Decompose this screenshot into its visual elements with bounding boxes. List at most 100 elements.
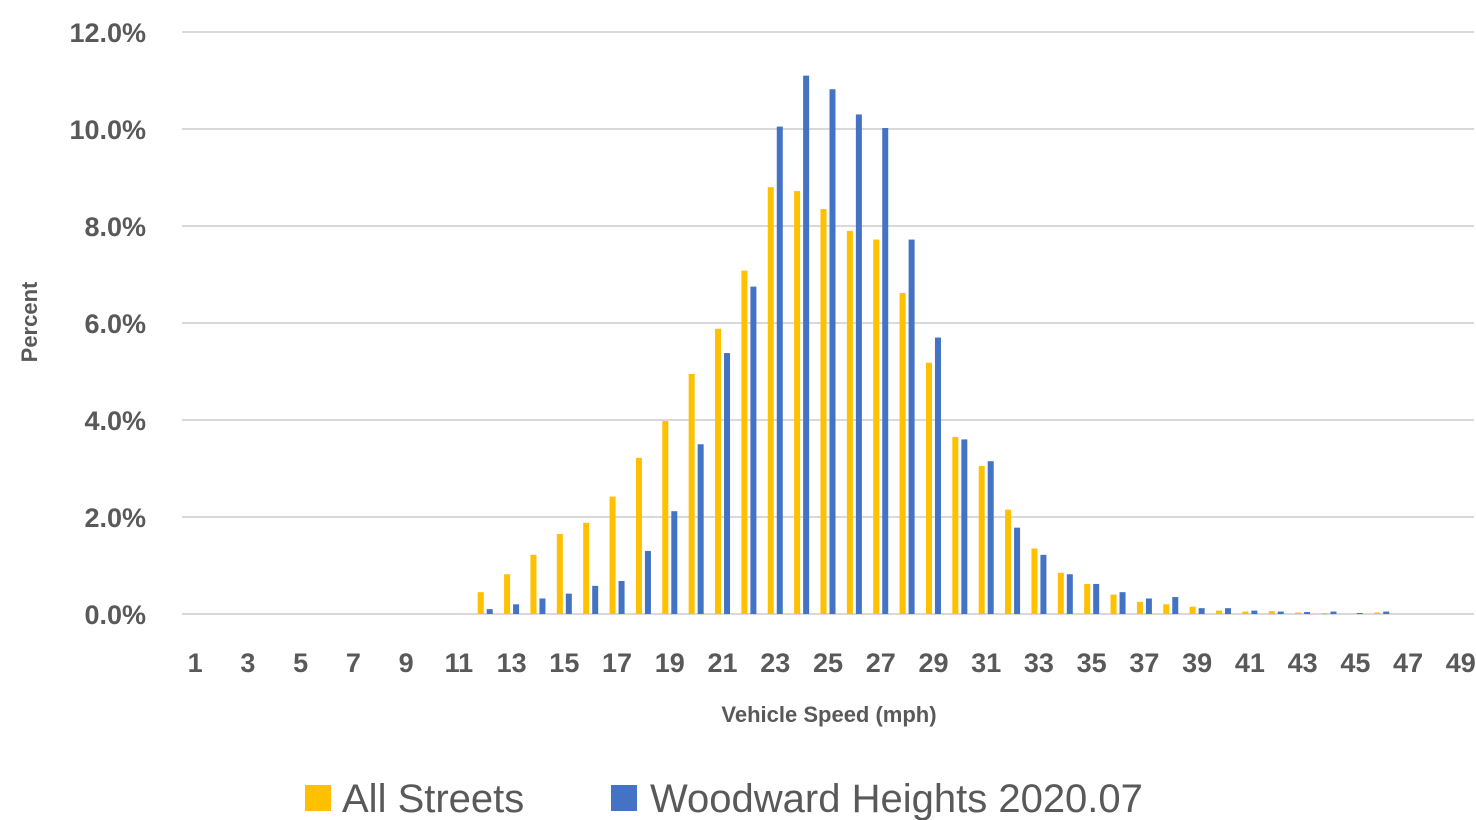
bar-all-streets: [741, 270, 748, 614]
legend-item-woodward-heights-label: Woodward Heights 2020.07: [650, 777, 1143, 820]
bar-woodward-heights: [961, 439, 968, 614]
x-tick-label: 7: [346, 648, 361, 678]
y-axis-ticks: 0.0% 2.0% 4.0% 6.0% 8.0% 10.0% 12.0%: [69, 18, 146, 630]
bar-all-streets: [1216, 610, 1223, 614]
bar-woodward-heights: [855, 114, 862, 614]
bar-woodward-heights: [934, 337, 941, 614]
x-tick-label: 33: [1024, 648, 1054, 678]
bar-woodward-heights: [750, 286, 757, 614]
bar-woodward-heights: [565, 593, 572, 614]
bar-all-streets: [1110, 594, 1117, 614]
x-tick-label: 41: [1235, 648, 1265, 678]
x-tick-label: 11: [445, 648, 474, 678]
y-tick-label: 8.0%: [84, 212, 146, 242]
bar-woodward-heights: [1277, 611, 1284, 614]
x-tick-label: 15: [549, 648, 579, 678]
bar-woodward-heights: [1304, 612, 1311, 614]
bars: [477, 75, 1390, 615]
bar-all-streets: [662, 420, 669, 614]
bar-all-streets: [1189, 606, 1196, 614]
bar-all-streets: [477, 592, 484, 614]
x-tick-label: 49: [1446, 648, 1476, 678]
legend-item-all-streets-swatch: [305, 785, 331, 811]
x-tick-label: 13: [497, 648, 527, 678]
bar-all-streets: [1005, 509, 1012, 614]
bar-woodward-heights: [1066, 574, 1073, 614]
x-tick-label: 37: [1129, 648, 1159, 678]
bar-all-streets: [1268, 611, 1275, 614]
x-tick-label: 9: [399, 648, 414, 678]
y-tick-label: 0.0%: [84, 600, 146, 630]
bar-all-streets: [1163, 604, 1170, 614]
bar-woodward-heights: [1145, 598, 1152, 614]
x-tick-label: 5: [293, 648, 308, 678]
bar-all-streets: [1374, 612, 1381, 614]
bar-woodward-heights: [829, 89, 836, 615]
bar-woodward-heights: [539, 598, 546, 614]
bar-woodward-heights: [1093, 583, 1100, 614]
bar-woodward-heights: [1251, 610, 1258, 614]
bar-all-streets: [530, 554, 537, 614]
x-tick-label: 27: [866, 648, 896, 678]
bar-woodward-heights: [671, 511, 678, 614]
bar-woodward-heights: [513, 604, 520, 614]
x-tick-label: 39: [1182, 648, 1212, 678]
bar-woodward-heights: [1356, 613, 1363, 614]
x-tick-label: 17: [602, 648, 632, 678]
bar-all-streets: [688, 373, 695, 614]
legend-item-woodward-heights-swatch: [611, 785, 637, 811]
bar-all-streets: [925, 362, 932, 614]
bar-all-streets: [978, 466, 985, 614]
y-tick-label: 12.0%: [69, 18, 146, 48]
bar-all-streets: [767, 187, 774, 614]
bar-all-streets: [846, 230, 853, 614]
bar-all-streets: [1057, 572, 1064, 614]
bar-woodward-heights: [1119, 592, 1126, 614]
bar-all-streets: [899, 292, 906, 614]
x-tick-label: 19: [655, 648, 685, 678]
bar-all-streets: [1084, 583, 1091, 614]
bar-all-streets: [1242, 611, 1249, 614]
y-tick-label: 2.0%: [84, 503, 146, 533]
bar-woodward-heights: [908, 239, 915, 614]
x-tick-label: 47: [1393, 648, 1423, 678]
bar-woodward-heights: [882, 128, 889, 614]
y-axis-title: Percent: [17, 281, 42, 362]
x-tick-label: 25: [813, 648, 843, 678]
bar-all-streets: [635, 457, 642, 614]
legend-item-all-streets-label: All Streets: [342, 777, 524, 820]
gridlines: [182, 31, 1474, 615]
bar-all-streets: [1136, 601, 1143, 614]
bar-woodward-heights: [776, 126, 783, 614]
bar-woodward-heights: [486, 609, 493, 614]
bar-woodward-heights: [697, 444, 704, 614]
bar-woodward-heights: [1014, 527, 1021, 614]
bar-woodward-heights: [592, 585, 599, 614]
bar-all-streets: [952, 436, 959, 614]
bar-all-streets: [609, 496, 616, 614]
bar-woodward-heights: [1040, 554, 1047, 614]
x-axis-title: Vehicle Speed (mph): [721, 702, 936, 727]
bar-woodward-heights: [724, 353, 731, 614]
x-axis-ticks: 1 3 5 7 9 11 13 15 17 19 21 23 25 27 29 31 33 35 37 39 41 43 4…: [188, 648, 1476, 678]
x-tick-label: 43: [1288, 648, 1318, 678]
bar-all-streets: [556, 533, 563, 614]
bar-woodward-heights: [1198, 608, 1205, 614]
bar-all-streets: [583, 522, 590, 614]
bar-woodward-heights: [1172, 597, 1179, 614]
x-tick-label: 31: [971, 648, 1001, 678]
bar-all-streets: [504, 574, 511, 614]
bar-all-streets: [820, 209, 827, 614]
bar-all-streets: [1031, 548, 1038, 614]
bar-woodward-heights: [618, 581, 625, 614]
x-tick-label: 3: [240, 648, 255, 678]
bar-all-streets: [715, 328, 722, 614]
x-tick-label: 45: [1340, 648, 1370, 678]
x-tick-label: 29: [918, 648, 948, 678]
legend: All Streets Woodward Heights 2020.07: [305, 777, 1143, 820]
bar-woodward-heights: [803, 75, 810, 614]
bar-all-streets: [1295, 612, 1302, 614]
y-tick-label: 4.0%: [84, 406, 146, 436]
